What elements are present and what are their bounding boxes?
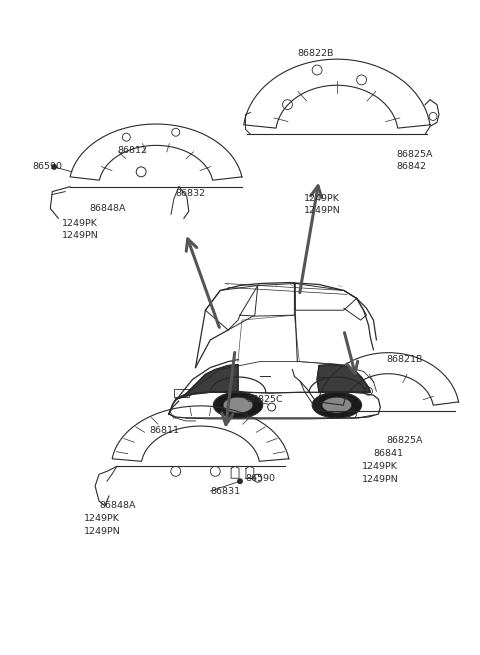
Text: 86848A: 86848A — [90, 204, 126, 213]
Circle shape — [237, 478, 243, 484]
Text: 86822B: 86822B — [297, 48, 334, 58]
Circle shape — [51, 164, 57, 170]
Polygon shape — [317, 365, 371, 392]
Bar — [174, 389, 189, 397]
Polygon shape — [176, 365, 238, 399]
Text: 1249PK: 1249PK — [304, 194, 340, 203]
Text: 86811: 86811 — [149, 426, 179, 436]
Ellipse shape — [322, 397, 352, 413]
Text: 86825C: 86825C — [246, 395, 283, 403]
Text: 86842: 86842 — [396, 162, 426, 172]
Text: 1249PN: 1249PN — [361, 475, 398, 484]
Text: 1249PN: 1249PN — [304, 206, 341, 215]
Ellipse shape — [223, 397, 253, 413]
Ellipse shape — [213, 392, 263, 418]
Text: 86841: 86841 — [373, 449, 403, 458]
Text: 86812: 86812 — [118, 145, 147, 155]
Text: 1249PN: 1249PN — [62, 231, 99, 240]
Text: 86825A: 86825A — [386, 436, 423, 445]
Text: 1249PK: 1249PK — [84, 514, 120, 523]
Text: 86825A: 86825A — [396, 149, 432, 159]
Text: 1249PK: 1249PK — [361, 462, 397, 471]
Text: 86832: 86832 — [176, 189, 206, 198]
Text: 1249PN: 1249PN — [84, 527, 120, 536]
Ellipse shape — [312, 392, 361, 418]
Text: 86831: 86831 — [210, 487, 240, 496]
Text: 1249PK: 1249PK — [62, 219, 98, 228]
Text: 86590: 86590 — [245, 474, 275, 483]
Text: 86848A: 86848A — [100, 502, 136, 510]
Text: 86821B: 86821B — [386, 355, 423, 364]
Text: 86590: 86590 — [33, 162, 62, 172]
